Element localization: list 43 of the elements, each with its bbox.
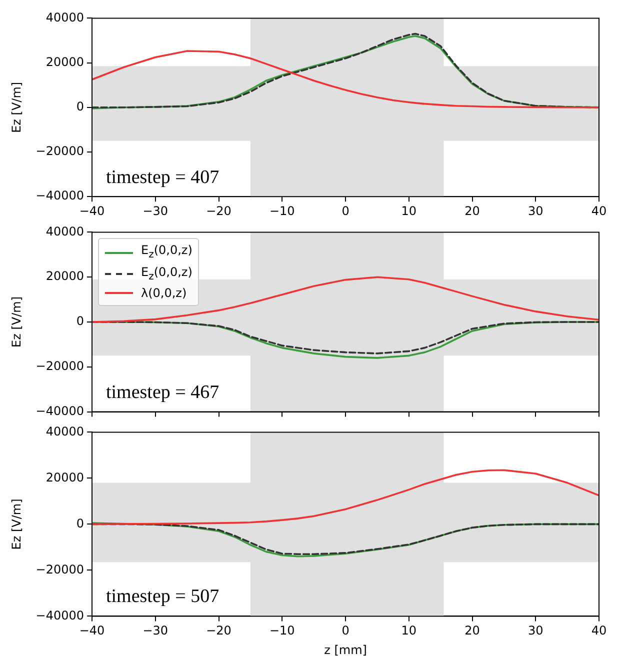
y-axis-title: Ez [V/m] <box>9 296 24 348</box>
x-tick-label: 10 <box>401 624 417 638</box>
y-tick-label: −20000 <box>36 359 84 374</box>
x-tick-label: 20 <box>464 204 480 218</box>
x-tick-label: 0 <box>342 204 350 218</box>
y-tick-label: 0 <box>76 314 84 328</box>
y-tick-label: 0 <box>76 516 84 530</box>
y-tick-label: 40000 <box>46 224 84 238</box>
y-tick-label: 20000 <box>46 470 84 484</box>
x-tick-label: −40 <box>79 624 105 638</box>
x-tick-label: −10 <box>269 624 295 638</box>
y-tick-label: 20000 <box>46 54 84 69</box>
y-tick-label: 40000 <box>46 424 84 438</box>
x-tick-label: 30 <box>528 204 544 218</box>
legend-label: E$_{z}$(0,0,z) <box>141 264 192 284</box>
x-tick-label: −20 <box>206 204 232 218</box>
legend-label: λ(0,0,z) <box>141 284 187 302</box>
x-tick-label: −30 <box>142 204 168 218</box>
y-axis-title: Ez [V/m] <box>9 498 24 550</box>
y-axis-title: Ez [V/m] <box>9 82 24 133</box>
x-tick-label: −30 <box>142 624 168 638</box>
x-tick-label: 10 <box>401 204 417 218</box>
y-tick-label: 0 <box>76 100 84 114</box>
y-tick-label: −20000 <box>36 144 84 158</box>
y-tick-label: −20000 <box>36 562 84 576</box>
y-tick-label: −40000 <box>36 608 84 622</box>
x-axis-title: z [mm] <box>324 642 367 657</box>
x-tick-label: 40 <box>591 204 607 218</box>
legend-label: E$_{z}$(0,0,z) <box>141 242 192 263</box>
x-tick-label: 20 <box>464 624 480 638</box>
y-tick-label: 40000 <box>46 10 84 24</box>
x-tick-label: 40 <box>591 624 607 638</box>
annotation: timestep = 467 <box>106 382 220 404</box>
annotation: timestep = 407 <box>106 166 220 189</box>
x-tick-label: −10 <box>269 204 295 218</box>
x-tick-label: −20 <box>206 624 232 638</box>
annotation: timestep = 507 <box>106 586 220 608</box>
y-tick-label: 20000 <box>46 269 84 284</box>
x-tick-label: 0 <box>342 624 350 638</box>
x-tick-label: 30 <box>528 624 544 638</box>
x-tick-label: −40 <box>79 204 105 218</box>
y-tick-label: −40000 <box>36 188 84 203</box>
y-tick-label: −40000 <box>36 404 84 418</box>
